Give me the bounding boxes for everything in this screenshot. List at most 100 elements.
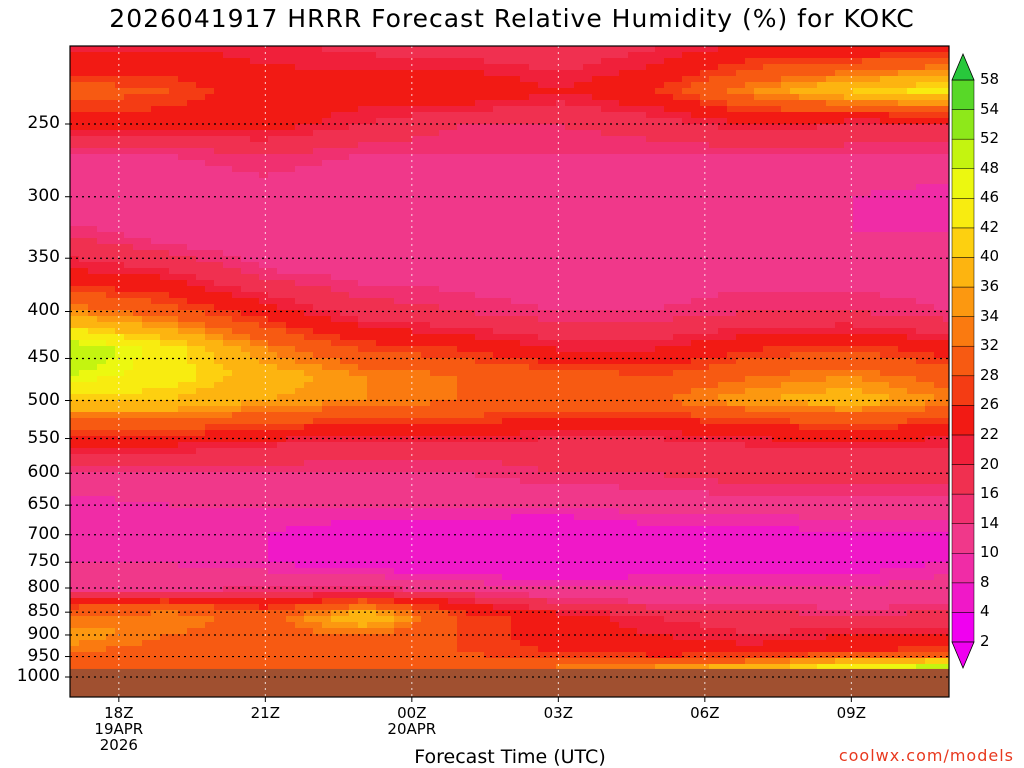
heatmap-cell [547, 238, 557, 245]
heatmap-cell [97, 214, 107, 221]
heatmap-cell [862, 172, 872, 179]
heatmap-cell [430, 88, 440, 95]
heatmap-cell [781, 322, 791, 329]
heatmap-cell [799, 88, 809, 95]
heatmap-cell [187, 124, 197, 131]
heatmap-cell [520, 166, 530, 173]
heatmap-cell [457, 256, 467, 263]
heatmap-cell [511, 238, 521, 245]
heatmap-cell [79, 280, 89, 287]
heatmap-cell [700, 70, 710, 77]
heatmap-cell [889, 172, 899, 179]
heatmap-cell [772, 334, 782, 341]
heatmap-cell [889, 316, 899, 323]
heatmap-cell [412, 142, 422, 149]
heatmap-cell [232, 346, 242, 353]
heatmap-cell [916, 148, 926, 155]
heatmap-cell [349, 328, 359, 335]
heatmap-cell [655, 262, 665, 269]
heatmap-cell [70, 232, 80, 239]
heatmap-cell [340, 316, 350, 323]
heatmap-cell [304, 130, 314, 137]
heatmap-cell [664, 154, 674, 161]
heatmap-cell [241, 220, 251, 227]
heatmap-cell [646, 106, 656, 113]
heatmap-cell [547, 130, 557, 137]
heatmap-cell [511, 328, 521, 335]
heatmap-cell [538, 58, 548, 65]
heatmap-cell [709, 160, 719, 167]
heatmap-cell [862, 178, 872, 185]
heatmap-cells [70, 46, 949, 697]
heatmap-cell [835, 94, 845, 101]
heatmap-cell [664, 250, 674, 257]
heatmap-cell [151, 112, 161, 119]
heatmap-cell [241, 334, 251, 341]
heatmap-cell [646, 52, 656, 59]
heatmap-cell [511, 148, 521, 155]
heatmap-cell [502, 202, 512, 209]
heatmap-cell [727, 166, 737, 173]
heatmap-cell [601, 178, 611, 185]
heatmap-cell [673, 196, 683, 203]
heatmap-cell [439, 58, 449, 65]
heatmap-cell [718, 280, 728, 287]
heatmap-cell [349, 184, 359, 191]
heatmap-cell [763, 124, 773, 131]
heatmap-cell [160, 58, 170, 65]
heatmap-cell [421, 268, 431, 275]
heatmap-cell [817, 148, 827, 155]
heatmap-cell [826, 148, 836, 155]
heatmap-cell [655, 118, 665, 125]
heatmap-cell [772, 316, 782, 323]
heatmap-cell [376, 166, 386, 173]
heatmap-cell [700, 256, 710, 263]
heatmap-cell [286, 208, 296, 215]
heatmap-cell [241, 316, 251, 323]
heatmap-cell [916, 112, 926, 119]
heatmap-cell [430, 214, 440, 221]
heatmap-cell [700, 124, 710, 131]
heatmap-cell [403, 106, 413, 113]
heatmap-cell [295, 214, 305, 221]
heatmap-cell [763, 340, 773, 347]
heatmap-cell [466, 166, 476, 173]
heatmap-cell [79, 64, 89, 71]
heatmap-cell [322, 238, 332, 245]
heatmap-cell [853, 172, 863, 179]
heatmap-cell [502, 136, 512, 143]
heatmap-cell [97, 112, 107, 119]
heatmap-cell [853, 184, 863, 191]
heatmap-cell [457, 202, 467, 209]
heatmap-cell [115, 112, 125, 119]
heatmap-cell [331, 316, 341, 323]
heatmap-cell [421, 106, 431, 113]
heatmap-cell [583, 172, 593, 179]
heatmap-cell [637, 112, 647, 119]
heatmap-cell [286, 160, 296, 167]
heatmap-cell [295, 244, 305, 251]
heatmap-cell [943, 292, 949, 299]
heatmap-cell [511, 292, 521, 299]
heatmap-cell [385, 208, 395, 215]
heatmap-cell [403, 142, 413, 149]
heatmap-cell [70, 220, 80, 227]
heatmap-cell [583, 226, 593, 233]
heatmap-cell [547, 184, 557, 191]
heatmap-cell [367, 172, 377, 179]
heatmap-cell [223, 256, 233, 263]
heatmap-cell [664, 58, 674, 65]
heatmap-cell [682, 154, 692, 161]
heatmap-cell [196, 196, 206, 203]
heatmap-cell [511, 256, 521, 263]
heatmap-cell [709, 100, 719, 107]
heatmap-cell [880, 46, 890, 53]
heatmap-cell [313, 118, 323, 125]
heatmap-cell [115, 250, 125, 257]
heatmap-cell [439, 148, 449, 155]
heatmap-cell [304, 190, 314, 197]
heatmap-cell [826, 256, 836, 263]
heatmap-cell [628, 268, 638, 275]
heatmap-cell [646, 310, 656, 317]
heatmap-cell [763, 196, 773, 203]
